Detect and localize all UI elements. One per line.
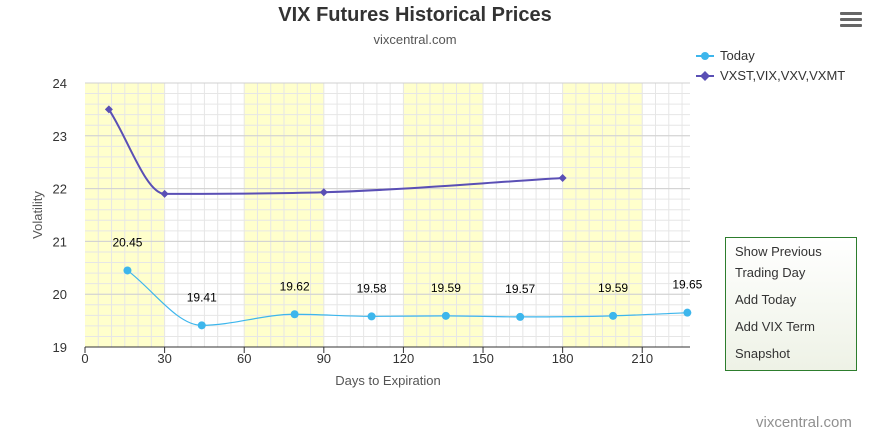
chart-context-menu: Show Previous Trading Day Add Today Add … — [725, 237, 857, 371]
y-tick-label: 23 — [53, 129, 67, 144]
x-axis-title: Days to Expiration — [335, 373, 441, 388]
data-point-marker — [319, 188, 328, 197]
legend-item-vxst[interactable]: VXST,VIX,VXV,VXMT — [696, 66, 845, 86]
data-label: 19.57 — [505, 282, 535, 296]
data-point-marker — [290, 310, 299, 319]
data-label: 19.41 — [187, 290, 217, 304]
y-tick-label: 20 — [53, 287, 67, 302]
chart-series: 20.45 19.41 19.62 19.58 19.59 19.57 19.59 19.65 — [104, 105, 703, 330]
menu-bar — [840, 12, 862, 15]
data-point-marker — [367, 312, 376, 321]
chart-legend: Today VXST,VIX,VXV,VXMT — [696, 46, 845, 86]
x-tick-label: 90 — [317, 351, 331, 366]
menu-bar — [840, 18, 862, 21]
data-point-marker — [609, 311, 618, 320]
y-tick-label: 24 — [53, 76, 67, 91]
chart-title: VIX Futures Historical Prices — [278, 4, 552, 26]
data-label: 19.58 — [357, 281, 387, 295]
data-point-marker — [160, 189, 169, 198]
credits-link[interactable]: vixcentral.com — [756, 414, 852, 431]
chart-axes: 0 30 60 90 120 150 180 210 19 20 21 22 23 24 — [53, 76, 690, 366]
x-tick-label: 180 — [552, 351, 574, 366]
legend-label-vxst: VXST,VIX,VXV,VXMT — [720, 68, 846, 83]
menu-bar — [840, 24, 862, 27]
x-tick-label: 30 — [157, 351, 171, 366]
y-tick-label: 21 — [53, 234, 67, 249]
data-point-marker — [558, 174, 567, 183]
x-tick-label: 210 — [631, 351, 653, 366]
y-axis-title: Volatility — [30, 191, 45, 239]
legend-label-today: Today — [720, 48, 755, 63]
series-line-vxst — [108, 108, 563, 195]
data-point-marker — [683, 308, 692, 317]
x-tick-label: 60 — [237, 351, 251, 366]
data-label: 19.65 — [672, 278, 702, 292]
chart-grid — [85, 82, 690, 348]
legend-diamond-marker-icon — [696, 71, 714, 81]
x-tick-label: 120 — [393, 351, 415, 366]
data-label: 20.45 — [112, 235, 142, 249]
data-point-marker — [197, 321, 206, 330]
legend-circle-marker-icon — [696, 52, 714, 60]
data-label: 19.59 — [598, 281, 628, 295]
menu-item-show-previous[interactable]: Show Previous Trading Day — [735, 244, 822, 280]
data-point-marker — [123, 266, 132, 275]
legend-item-today[interactable]: Today — [696, 46, 845, 66]
menu-item-add-vix-term[interactable]: Add VIX Term — [735, 319, 815, 334]
menu-item-snapshot[interactable]: Snapshot — [735, 346, 790, 361]
data-point-marker — [441, 311, 450, 320]
x-tick-label: 150 — [472, 351, 494, 366]
hamburger-menu-icon[interactable] — [840, 12, 862, 30]
menu-item-add-today[interactable]: Add Today — [735, 292, 797, 307]
data-point-marker — [516, 312, 525, 321]
chart-subtitle: vixcentral.com — [373, 32, 457, 47]
x-tick-label: 0 — [81, 351, 88, 366]
data-label: 19.59 — [431, 281, 461, 295]
data-label: 19.62 — [280, 279, 310, 293]
y-tick-label: 22 — [53, 182, 67, 197]
data-point-marker — [104, 105, 113, 114]
y-tick-label: 19 — [53, 340, 67, 355]
